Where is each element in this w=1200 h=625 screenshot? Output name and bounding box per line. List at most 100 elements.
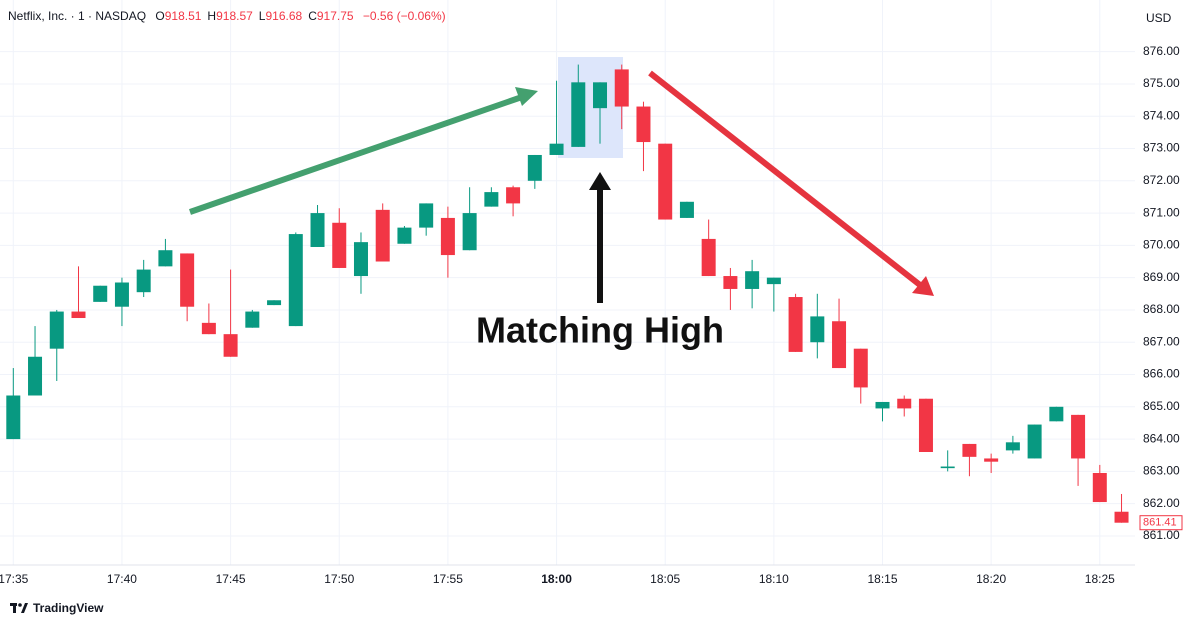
candle-body	[114, 282, 129, 307]
arrow-head	[515, 87, 538, 106]
candle-body	[136, 269, 151, 293]
x-tick-label: 17:35	[0, 572, 29, 586]
ohlc-label: O	[155, 9, 165, 23]
up-arrow	[589, 172, 611, 303]
candle-body	[636, 106, 651, 143]
candle-body	[397, 227, 412, 244]
ohlc-value: 918.57	[216, 9, 253, 23]
legend-header: Netflix, Inc. · 1 · NASDAQ O918.51 H918.5…	[8, 9, 452, 23]
candle-body	[788, 297, 803, 352]
currency[interactable]: USD	[1146, 11, 1172, 25]
y-tick-label: 865.00	[1143, 399, 1180, 413]
ohlc: O918.51 H918.57 L916.68 C917.75	[155, 9, 359, 23]
arrow-line	[648, 70, 922, 288]
x-tick-label: 17:40	[107, 572, 137, 586]
uptrend-arrow	[189, 87, 538, 215]
annotation: Matching High	[476, 310, 724, 351]
symbol: Netflix, Inc. · 1 · NASDAQ	[8, 9, 147, 23]
candle-body	[28, 356, 43, 396]
x-tick-label: 17:45	[216, 572, 246, 586]
candle-body	[940, 466, 955, 469]
candle-body	[158, 250, 173, 267]
x-tick-label: 18:20	[976, 572, 1006, 586]
ohlc-label: L	[258, 9, 266, 23]
x-tick-label: 17:55	[433, 572, 463, 586]
x-tick-label: 18:10	[759, 572, 789, 586]
y-tick-label: 873.00	[1143, 141, 1180, 155]
arrow-head	[589, 172, 611, 190]
y-tick-label: 872.00	[1143, 173, 1180, 187]
candle-body	[288, 234, 303, 327]
y-tick-label: 864.00	[1143, 431, 1180, 445]
candle-body	[571, 82, 586, 147]
highlight-box	[558, 57, 623, 158]
ohlc-label: C	[308, 9, 317, 23]
candle-body	[223, 334, 238, 357]
brand[interactable]: TradingView	[10, 601, 103, 615]
ohlc-label: H	[207, 9, 217, 23]
candle-body	[918, 398, 933, 452]
y-tick-label: 871.00	[1143, 205, 1180, 219]
candle-body	[1114, 511, 1129, 523]
candle-body	[745, 271, 760, 289]
candle-body	[984, 458, 999, 462]
y-tick-label: 870.00	[1143, 238, 1180, 252]
candle-body	[701, 238, 716, 277]
y-tick-label: 861.00	[1143, 528, 1180, 542]
y-tick-label: 863.00	[1143, 464, 1180, 478]
change: −0.56 (−0.06%)	[362, 9, 446, 23]
candle-body	[49, 311, 64, 349]
brand-logo	[10, 603, 28, 613]
brand-name: TradingView	[33, 601, 104, 615]
candle-body	[1071, 414, 1086, 459]
candle-body	[658, 143, 673, 220]
candle-body	[723, 276, 738, 289]
x-tick-label: 18:00	[541, 572, 572, 586]
candle-body	[832, 321, 847, 369]
candle-body	[1092, 472, 1107, 503]
x-tick-label: 18:25	[1085, 572, 1115, 586]
axes: 861.00 862.00 863.00 864.00 865.00 866.00 867.…	[0, 44, 1183, 586]
x-tick-label: 17:50	[324, 572, 354, 586]
candle-body	[897, 398, 912, 409]
arrow-head	[912, 276, 934, 296]
y-tick-label: 868.00	[1143, 302, 1180, 316]
candle-body	[353, 242, 368, 277]
candle-body	[332, 222, 347, 268]
y-tick-label: 875.00	[1143, 76, 1180, 90]
candle-body	[180, 253, 195, 307]
candle-body	[853, 348, 868, 388]
candle-body	[440, 217, 455, 256]
candle-body	[462, 213, 477, 251]
ohlc-value: 916.68	[265, 9, 303, 23]
candle-body	[810, 316, 825, 343]
candle-body	[962, 443, 977, 457]
last-price-box	[1139, 515, 1183, 531]
candle-body	[549, 143, 564, 155]
candle-body	[419, 203, 434, 228]
candle-body	[93, 285, 108, 302]
ohlc-value: 917.75	[316, 9, 354, 23]
candle-body	[245, 311, 260, 328]
ohlc-value: 918.51	[164, 9, 202, 23]
candle-body	[1027, 424, 1042, 459]
candle-body	[679, 201, 694, 218]
candle-body	[593, 82, 608, 109]
candle-body	[527, 154, 542, 181]
y-tick-label: 862.00	[1143, 496, 1180, 510]
candles	[6, 64, 1129, 523]
candle-body	[6, 395, 21, 440]
candle-body	[1005, 442, 1020, 451]
candle-body	[484, 192, 499, 207]
arrow-line	[189, 94, 523, 215]
candle-body	[875, 401, 890, 409]
x-tick-label: 18:15	[867, 572, 897, 586]
x-tick-label: 18:05	[650, 572, 680, 586]
candle-body	[201, 322, 216, 335]
y-tick-label: 874.00	[1143, 108, 1180, 122]
y-tick-label: 869.00	[1143, 270, 1180, 284]
candle-body	[1049, 406, 1064, 422]
y-tick-label: 876.00	[1143, 44, 1180, 58]
candle-body	[267, 300, 282, 306]
